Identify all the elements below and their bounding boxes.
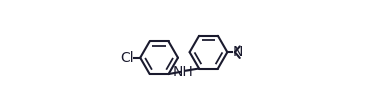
- Text: N: N: [233, 45, 243, 59]
- Text: NH: NH: [172, 65, 193, 79]
- Text: Cl: Cl: [120, 51, 134, 65]
